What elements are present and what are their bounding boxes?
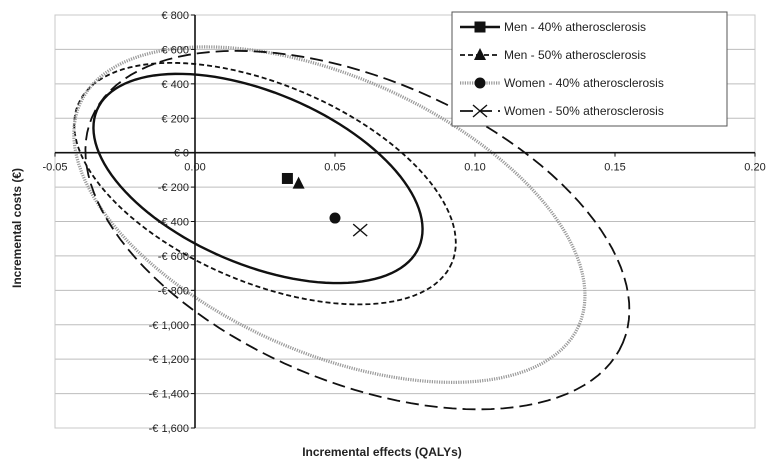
point-estimate-1 [281,172,293,184]
legend-marker-1 [474,21,486,33]
x-tick-label: 0.10 [464,162,485,174]
y-tick-label: € 0 [174,148,189,160]
y-tick-label: € 400 [161,79,189,91]
x-axis-title: Incremental effects (QALYs) [302,445,462,459]
tick-labels: € 800 € 600 € 400 € 200 € 0 -€ 200 -€ 400 -€ 60… [42,10,765,435]
y-tick-label: -€ 1,600 [149,423,189,435]
gridlines [54,14,756,429]
x-tick-label: 0.15 [604,162,625,174]
y-tick-label: -€ 1,000 [149,320,189,332]
axes [54,14,756,429]
legend: Men - 40% atherosclerosis Men - 50% ather… [451,11,728,127]
confidence-ellipse-4 [84,49,631,411]
y-tick-label: € 200 [161,113,189,125]
y-tick-label: € 800 [161,10,189,22]
y-tick-label: -€ 600 [158,251,189,263]
legend-marker-3 [474,77,486,89]
point-estimate-2 [292,176,305,189]
legend-label-4: Women - 50% atherosclerosis [504,104,664,118]
legend-box [451,11,728,127]
y-tick-label: -€ 1,200 [149,354,189,366]
x-tick-label: -0.05 [42,162,67,174]
x-tick-label: 0.20 [744,162,765,174]
point-estimate-3 [329,212,341,224]
legend-label-1: Men - 40% atherosclerosis [504,20,646,34]
y-tick-label: € 600 [161,44,189,56]
y-tick-label: -€ 1,400 [149,389,189,401]
point-estimate-4 [352,223,368,237]
y-axis-title: Incremental costs (€) [10,168,24,288]
legend-label-3: Women - 40% atherosclerosis [504,76,664,90]
plot-border [54,14,756,429]
y-tick-label: -€ 200 [158,182,189,194]
legend-marker-4 [472,104,488,118]
legend-marker-2 [474,48,486,60]
y-tick-label: -€ 800 [158,285,189,297]
confidence-ellipse-3 [72,45,587,384]
point-estimates [281,172,368,237]
confidence-ellipses [72,45,631,411]
x-tick-label: 0.00 [184,162,205,174]
y-tick-label: -€ 400 [158,217,189,229]
legend-label-2: Men - 50% atherosclerosis [504,48,646,62]
x-tick-label: 0.05 [324,162,345,174]
confidence-ellipse-1 [92,72,424,285]
confidence-ellipse-2 [73,61,457,306]
